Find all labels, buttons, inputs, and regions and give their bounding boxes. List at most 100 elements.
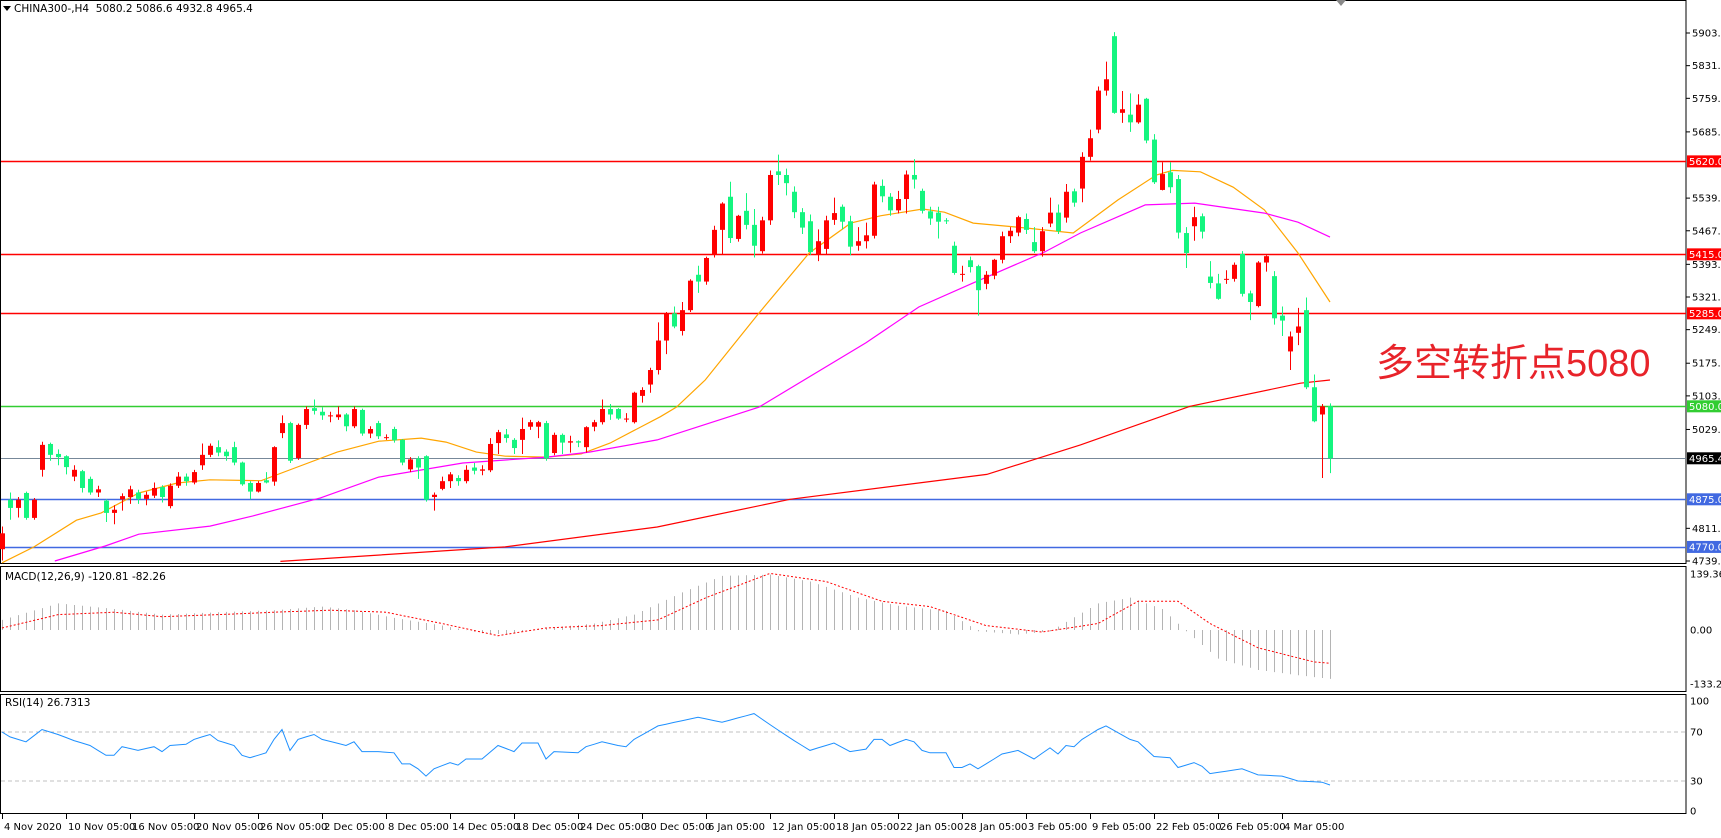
candle	[1280, 306, 1285, 337]
rsi-tick-label: 70	[1690, 728, 1703, 739]
candle-body	[1120, 109, 1125, 113]
candle-body	[1024, 218, 1029, 230]
candle-body	[1032, 242, 1037, 252]
candle-body	[168, 485, 173, 507]
time-tick-label: 26 Nov 05:00	[260, 822, 327, 833]
pivot-annotation: 多空转折点5080	[1376, 343, 1651, 385]
time-tick-label: 8 Dec 05:00	[388, 822, 449, 833]
candle	[824, 215, 829, 255]
rsi-tick-label: 30	[1690, 777, 1703, 788]
candle	[960, 265, 965, 282]
candle	[32, 497, 37, 520]
candle	[992, 258, 997, 280]
time-tick-label: 18 Dec 05:00	[516, 822, 583, 833]
candle-body	[832, 213, 837, 220]
candle	[304, 406, 309, 429]
candle-body	[768, 174, 773, 221]
candle	[632, 391, 637, 424]
candle	[1136, 94, 1141, 124]
candle	[1016, 215, 1021, 237]
candle	[168, 483, 173, 509]
candle	[1112, 32, 1117, 114]
candle	[976, 264, 981, 316]
candle	[456, 475, 461, 486]
candle-body	[440, 481, 445, 489]
candle	[576, 440, 581, 448]
candle-body	[720, 203, 725, 230]
macd-label: MACD(12,26,9) -120.81 -82.26	[5, 571, 166, 583]
price-tag-bg	[1687, 540, 1721, 553]
candle	[1240, 251, 1245, 297]
candle-body	[744, 210, 749, 225]
candle-body	[408, 459, 413, 470]
candle-body	[848, 221, 853, 247]
candle-body	[624, 418, 629, 420]
candle-body	[616, 409, 621, 419]
candle	[480, 465, 485, 476]
candle	[952, 241, 957, 275]
candle	[888, 193, 893, 216]
candle	[1152, 134, 1157, 185]
candle	[144, 491, 149, 506]
candle-body	[928, 211, 933, 219]
candle-body	[528, 422, 533, 427]
candle-body	[488, 443, 493, 471]
candle	[784, 168, 789, 196]
rsi-tick-label: 100	[1690, 697, 1709, 708]
price-tag-label: 5080.0	[1689, 402, 1721, 413]
candle	[592, 419, 597, 432]
candle-body	[688, 280, 693, 311]
symbol-menu-triangle-icon[interactable]	[3, 6, 11, 11]
candle	[624, 413, 629, 423]
candle	[232, 441, 237, 466]
candle	[584, 426, 589, 453]
candle	[984, 271, 989, 290]
macd-tick-label: -133.2	[1690, 679, 1721, 690]
candle	[728, 181, 733, 244]
candle-body	[360, 409, 365, 434]
candle-body	[968, 260, 973, 268]
candle-body	[696, 274, 701, 282]
candle-body	[376, 423, 381, 437]
candle	[408, 457, 413, 473]
candle-body	[264, 480, 269, 483]
candle	[344, 413, 349, 432]
candle-body	[352, 409, 357, 427]
candle	[848, 215, 853, 256]
candle	[120, 493, 125, 511]
candle	[448, 472, 453, 488]
price-tick-label: 4739.0	[1692, 556, 1721, 567]
candle-body	[920, 190, 925, 211]
time-tick-label: 16 Nov 05:00	[132, 822, 199, 833]
candle	[1144, 97, 1149, 144]
candle	[816, 229, 821, 262]
chart-shift-marker-icon[interactable]	[1336, 0, 1346, 6]
candle	[904, 170, 909, 214]
candle-body	[872, 184, 877, 236]
candle-body	[1200, 216, 1205, 232]
candle-body	[496, 432, 501, 444]
candle	[376, 420, 381, 439]
candle	[560, 433, 565, 454]
candle-body	[544, 423, 549, 459]
candle-body	[336, 414, 341, 418]
candle-body	[1296, 326, 1301, 333]
candle	[968, 256, 973, 273]
macd-panel	[0, 566, 1687, 692]
candle-body	[1176, 179, 1181, 233]
candle	[760, 216, 765, 254]
candle-body	[328, 415, 333, 417]
candle-body	[1016, 217, 1021, 233]
candle-body	[40, 444, 45, 470]
time-tick-label: 18 Jan 05:00	[836, 822, 899, 833]
candle	[320, 407, 325, 420]
time-tick-label: 10 Nov 05:00	[68, 822, 135, 833]
candle	[208, 443, 213, 458]
candle	[256, 481, 261, 493]
candle	[832, 197, 837, 225]
candle-body	[216, 447, 221, 453]
candle	[312, 399, 317, 415]
price-tick-label: 5539.0	[1692, 194, 1721, 205]
candle-body	[960, 273, 965, 275]
